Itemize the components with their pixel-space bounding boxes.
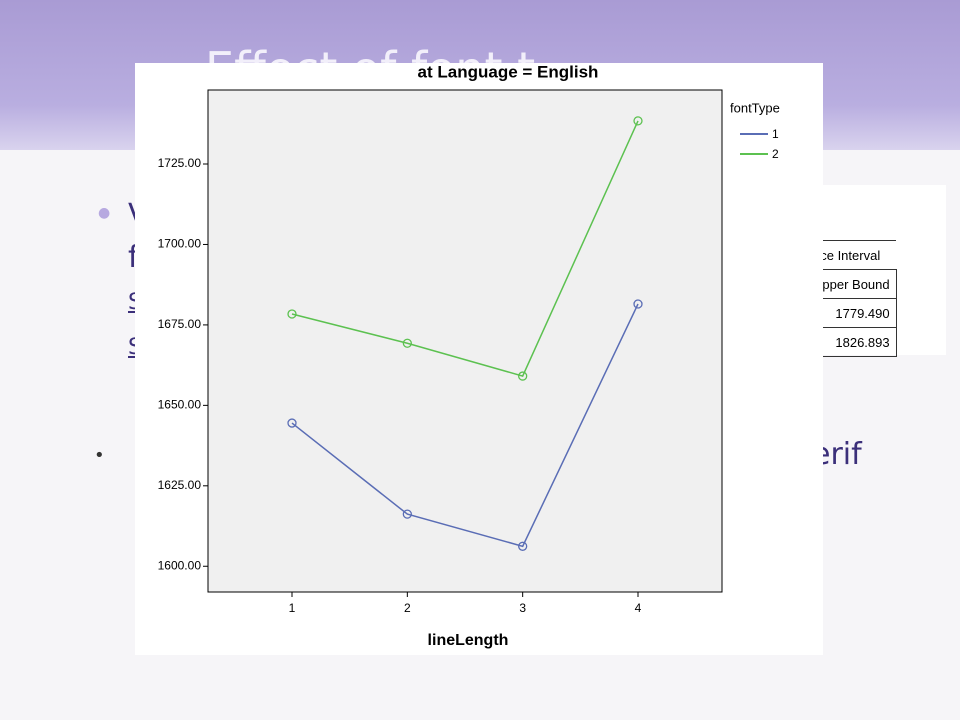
legend-label: 2 — [772, 147, 779, 161]
data-point — [287, 418, 297, 428]
data-point — [633, 116, 643, 126]
chart-title: at Language = English — [418, 62, 599, 81]
y-tick-label: 1600.00 — [158, 558, 202, 572]
series-line — [291, 303, 639, 548]
plot-area — [207, 89, 723, 593]
y-tick-label: 1675.00 — [158, 317, 202, 331]
x-tick-label: 1 — [289, 601, 296, 615]
legend-label: 1 — [772, 127, 779, 141]
text-fragment: f — [128, 240, 139, 275]
bullet: • — [94, 445, 105, 466]
x-tick-label: 2 — [404, 601, 411, 615]
data-point — [402, 338, 412, 348]
y-tick-label: 1650.00 — [158, 398, 202, 412]
data-point — [518, 371, 528, 381]
bullet: ● — [98, 205, 111, 221]
data-point — [287, 309, 297, 319]
data-point — [402, 509, 412, 519]
data-point — [633, 299, 643, 309]
series-line — [291, 120, 639, 377]
x-axis-label: lineLength — [428, 632, 509, 649]
legend-title: fontType — [730, 100, 780, 115]
y-tick-label: 1625.00 — [158, 478, 202, 492]
y-tick-label: 1700.00 — [158, 237, 202, 251]
y-tick-label: 1725.00 — [158, 156, 202, 170]
data-point — [518, 541, 528, 551]
x-tick-label: 4 — [635, 601, 642, 615]
x-tick-label: 3 — [519, 601, 526, 615]
